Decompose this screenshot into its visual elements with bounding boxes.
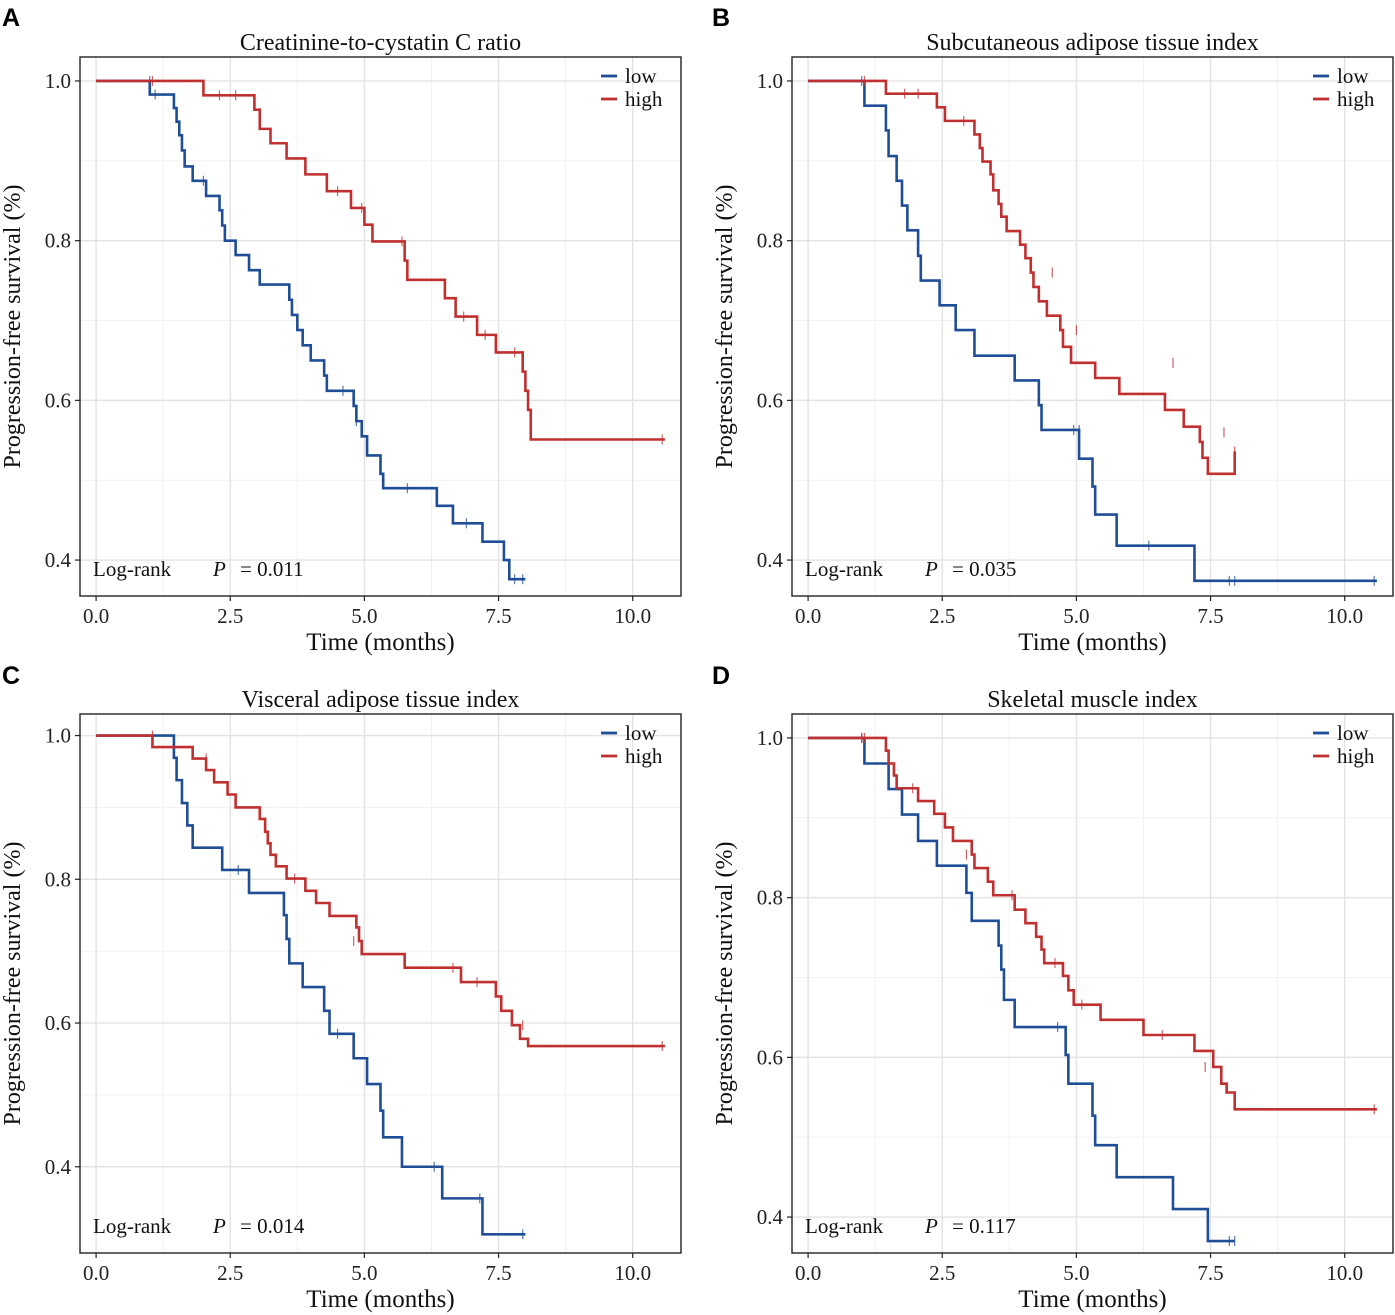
panel-letter: B (712, 4, 730, 32)
km-curve-high (808, 736, 1377, 1111)
panel-letter: D (712, 662, 730, 690)
chart-title: Visceral adipose tissue index (242, 687, 520, 713)
x-tick-label: 2.5 (217, 604, 243, 628)
x-tick-label: 7.5 (485, 1261, 511, 1285)
y-tick-label: 0.4 (45, 1155, 72, 1179)
chart-panel-b: B 0.0 2.5 5.0 7.5 10.0 0.4 0.6 0.8 1.0 Subcutaneou… (712, 4, 1394, 656)
x-tick-label: 10.0 (1326, 604, 1363, 628)
x-tick-label: 5.0 (1063, 1261, 1089, 1285)
x-tick-label: 10.0 (614, 604, 651, 628)
km-curve-low (808, 736, 1235, 1243)
logrank-label: Log-rank (805, 557, 884, 581)
p-symbol: P (212, 1214, 226, 1238)
x-tick-label: 2.5 (929, 1261, 955, 1285)
x-tick-label: 2.5 (217, 1261, 243, 1285)
km-curve-low (96, 734, 526, 1236)
y-axis-label: Progression-free survival (%) (0, 842, 26, 1126)
y-axis-label: Progression-free survival (%) (712, 842, 738, 1126)
p-symbol: P (212, 557, 226, 581)
logrank-label: Log-rank (805, 1214, 884, 1238)
chart-title: Creatinine-to-cystatin C ratio (240, 30, 521, 56)
legend-label-high: high (625, 87, 663, 111)
logrank-label: Log-rank (93, 1214, 172, 1238)
plot-frame (79, 56, 682, 597)
x-tick-label: 5.0 (1063, 604, 1089, 628)
chart-title: Subcutaneous adipose tissue index (926, 30, 1259, 56)
km-curve-high (96, 79, 665, 441)
y-tick-label: 0.8 (757, 886, 783, 910)
x-axis-label: Time (months) (1018, 1286, 1166, 1313)
x-tick-label: 10.0 (1326, 1261, 1363, 1285)
legend-label-low: low (1337, 64, 1369, 88)
y-tick-label: 0.6 (757, 388, 783, 412)
plot-frame (791, 713, 1394, 1254)
x-tick-label: 7.5 (485, 604, 511, 628)
legend-label-low: low (1337, 721, 1369, 745)
chart-panel-d: D 0.0 2.5 5.0 7.5 10.0 0.4 0.6 0.8 1.0 Skeletal mu… (712, 662, 1394, 1313)
x-axis-label: Time (months) (1018, 629, 1166, 656)
y-tick-label: 0.8 (757, 229, 783, 253)
km-curve-high (96, 734, 665, 1048)
legend-label-high: high (625, 744, 663, 768)
plot-frame (79, 713, 682, 1254)
legend-label-low: low (625, 721, 657, 745)
legend-label-high: high (1337, 744, 1375, 768)
chart-panel-c: C 0.0 2.5 5.0 7.5 10.0 0.4 0.6 0.8 1.0 Visceral ad… (0, 662, 682, 1313)
p-symbol: P (924, 557, 938, 581)
y-tick-label: 0.8 (45, 867, 71, 891)
km-curve-low (96, 79, 526, 581)
plot-frame (791, 56, 1394, 597)
y-tick-label: 1.0 (45, 724, 71, 748)
x-tick-label: 0.0 (83, 604, 109, 628)
y-axis-label: Progression-free survival (%) (712, 185, 738, 469)
x-tick-label: 10.0 (614, 1261, 651, 1285)
y-tick-label: 1.0 (45, 69, 71, 93)
panel-letter: A (2, 4, 20, 32)
y-tick-label: 0.4 (757, 548, 784, 572)
p-value: = 0.117 (952, 1214, 1016, 1238)
x-tick-label: 0.0 (795, 604, 821, 628)
legend-label-high: high (1337, 87, 1375, 111)
chart-panel-a: A 0.0 2.5 5.0 7.5 10.0 0.4 0.6 0.8 1.0 Creatinine-… (0, 4, 682, 656)
p-symbol: P (924, 1214, 938, 1238)
y-axis-label: Progression-free survival (%) (0, 185, 26, 469)
x-axis-label: Time (months) (306, 1286, 454, 1313)
x-axis-label: Time (months) (306, 629, 454, 656)
logrank-label: Log-rank (93, 557, 172, 581)
x-tick-label: 5.0 (351, 604, 377, 628)
y-tick-label: 0.4 (45, 548, 72, 572)
p-value: = 0.035 (952, 557, 1016, 581)
x-tick-label: 0.0 (795, 1261, 821, 1285)
x-tick-label: 0.0 (83, 1261, 109, 1285)
chart-title: Skeletal muscle index (987, 687, 1198, 713)
y-tick-label: 1.0 (757, 726, 783, 750)
panel-letter: C (2, 662, 20, 690)
y-tick-label: 0.6 (757, 1045, 783, 1069)
p-value: = 0.014 (240, 1214, 305, 1238)
y-tick-label: 0.6 (45, 388, 71, 412)
x-tick-label: 5.0 (351, 1261, 377, 1285)
y-tick-label: 0.6 (45, 1011, 71, 1035)
x-tick-label: 7.5 (1197, 604, 1223, 628)
y-tick-label: 0.4 (757, 1205, 784, 1229)
km-curve-low (808, 79, 1377, 583)
p-value: = 0.011 (240, 557, 304, 581)
legend-label-low: low (625, 64, 657, 88)
y-tick-label: 0.8 (45, 229, 71, 253)
km-curve-high (808, 79, 1236, 476)
y-tick-label: 1.0 (757, 69, 783, 93)
x-tick-label: 7.5 (1197, 1261, 1223, 1285)
x-tick-label: 2.5 (929, 604, 955, 628)
